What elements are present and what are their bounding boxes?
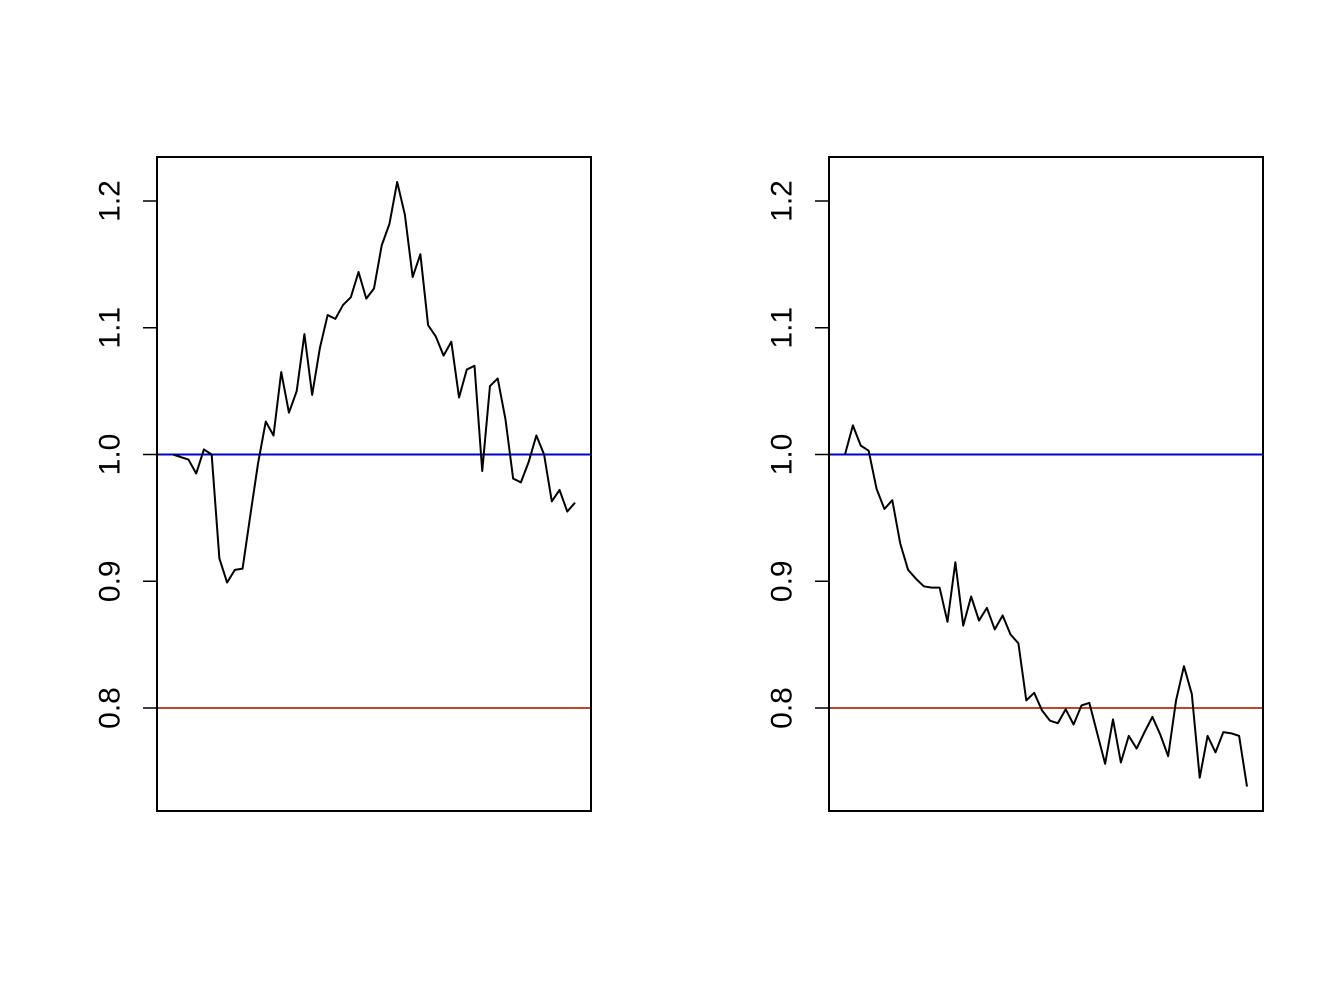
right-ytick-label: 1.2 <box>766 180 799 222</box>
left-plot-panel: 0.8 0.9 1.0 1.1 1.2 <box>94 156 592 812</box>
left-ytick-label: 0.9 <box>94 560 127 602</box>
right-ytick-label: 0.8 <box>766 687 799 729</box>
right-ytick-label: 1.1 <box>766 307 799 349</box>
right-ytick-label: 0.9 <box>766 560 799 602</box>
right-plot-frame <box>828 156 1264 812</box>
right-plot-panel: 0.8 0.9 1.0 1.1 1.2 <box>766 156 1264 812</box>
right-series-line <box>844 424 1248 787</box>
right-ytick-label: 1.0 <box>766 434 799 476</box>
left-plot-frame <box>156 156 592 812</box>
left-ytick-label: 1.1 <box>94 307 127 349</box>
left-ytick-label: 1.2 <box>94 180 127 222</box>
left-ytick-label: 0.8 <box>94 687 127 729</box>
left-series-line <box>172 180 576 584</box>
left-ytick-label: 1.0 <box>94 434 127 476</box>
